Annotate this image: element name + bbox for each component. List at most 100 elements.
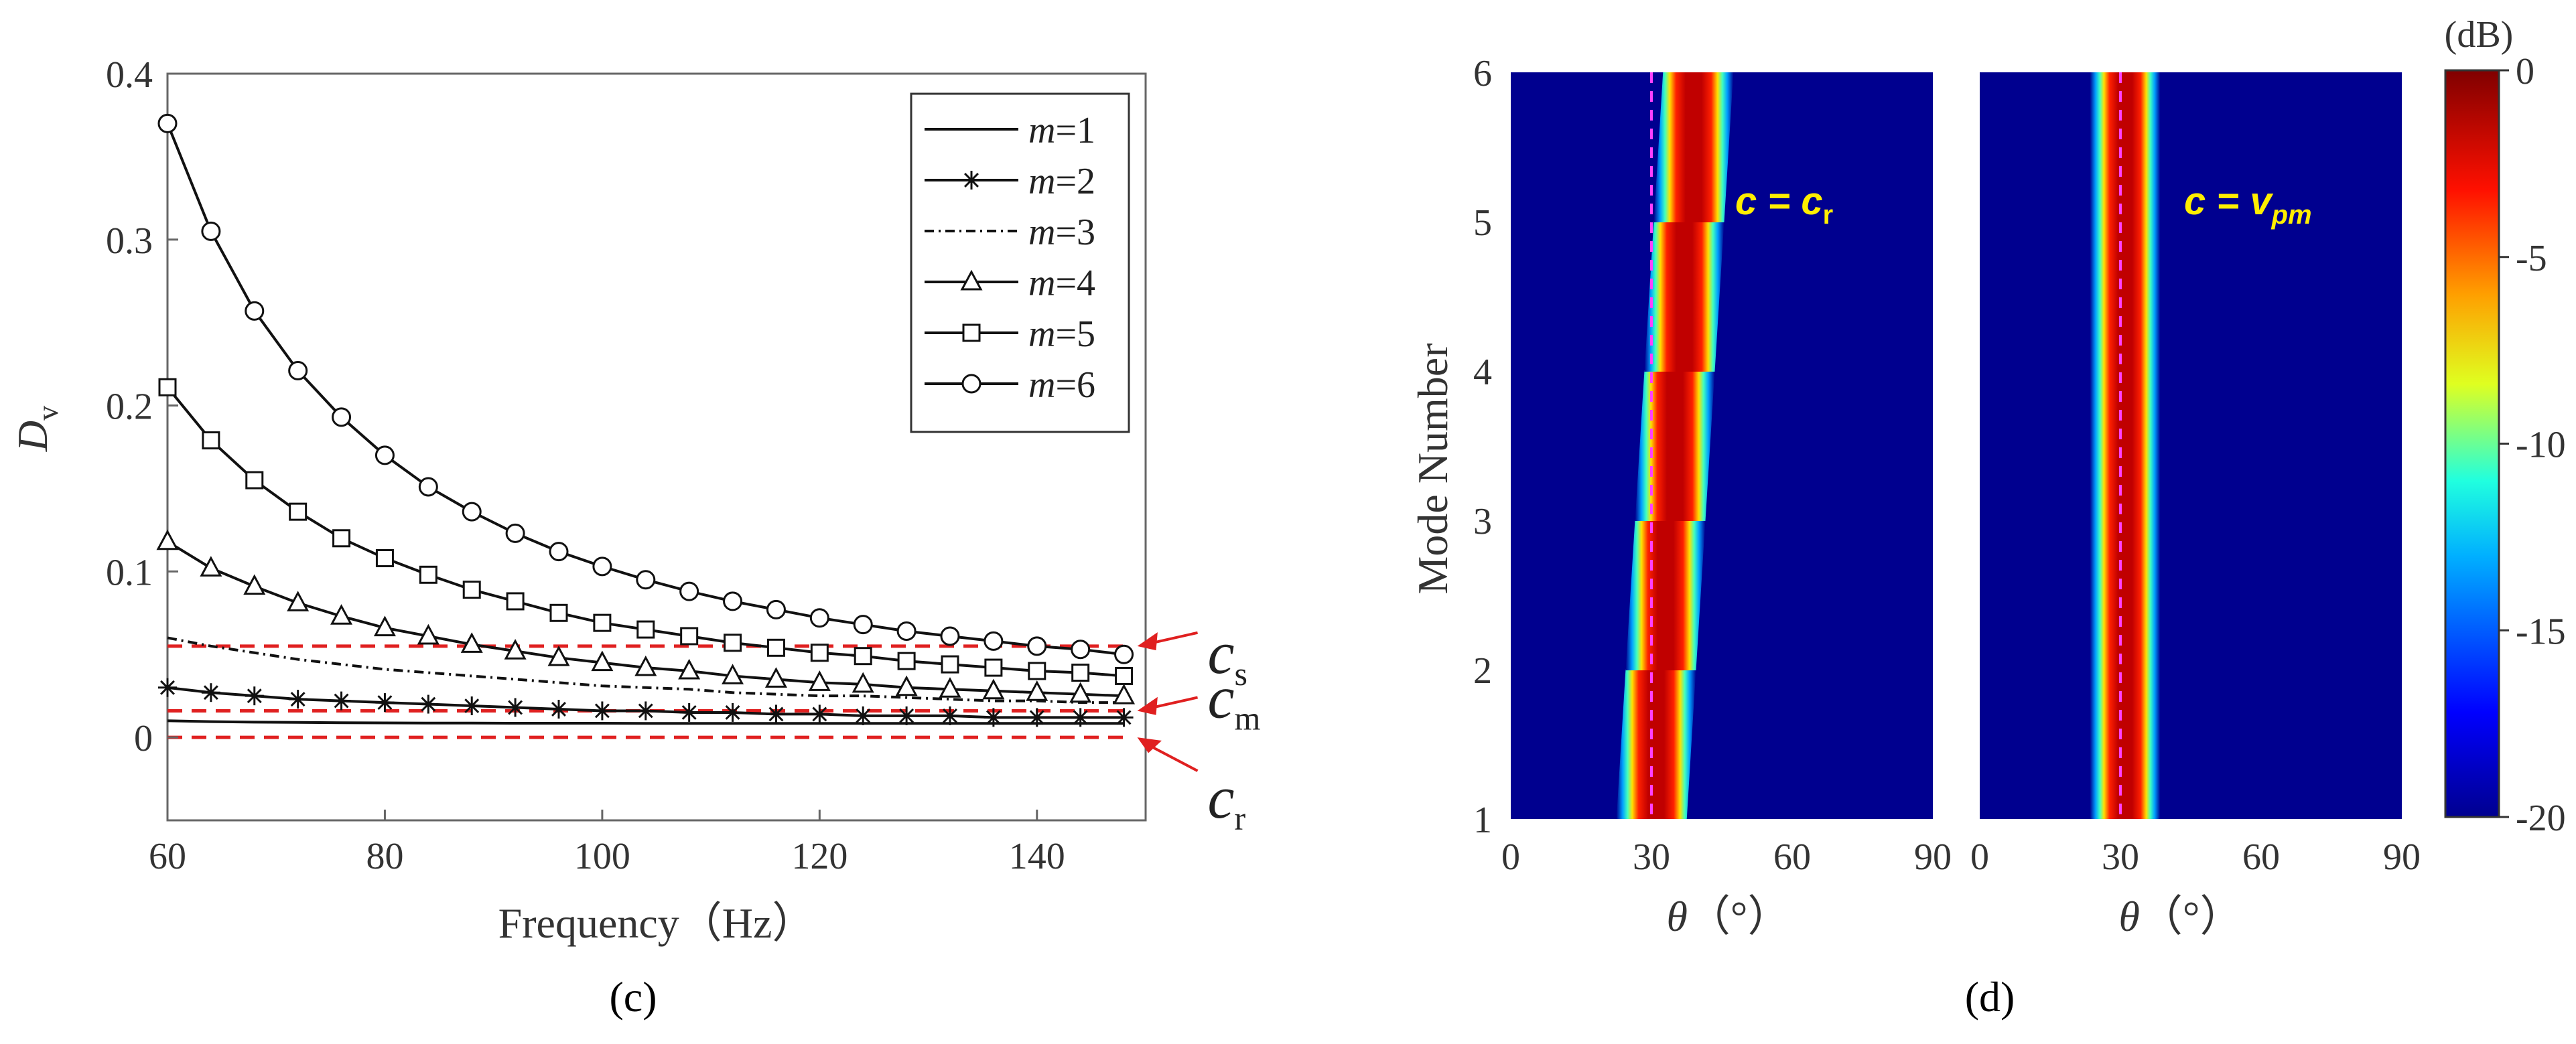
ridge-segment: [1625, 520, 1706, 670]
data-point: [984, 631, 1004, 651]
legend-label: m=3: [1028, 212, 1095, 253]
legend-marker: [962, 323, 981, 342]
data-point: [592, 556, 612, 577]
ridge-segment: [2090, 669, 2161, 819]
legend-marker: [961, 374, 981, 394]
data-point: [460, 632, 483, 653]
data-point: [1115, 666, 1134, 685]
legend-marker: [962, 171, 981, 190]
series-m=4: [156, 529, 1136, 704]
data-point: [984, 708, 1003, 727]
theta-symbol-2: θ: [2118, 893, 2139, 940]
y-tick-label: 5: [1473, 202, 1492, 244]
x-tick-label: 0: [1970, 836, 1989, 878]
data-point: [766, 704, 786, 724]
data-point: [157, 113, 178, 133]
data-point: [462, 696, 482, 716]
legend-label: m=2: [1028, 161, 1095, 202]
y-tick-label: 3: [1473, 501, 1492, 542]
ridge-segment: [1635, 370, 1715, 521]
reference-arrowhead: [1137, 632, 1158, 651]
data-point: [288, 690, 308, 709]
theta-unit-2: （°）: [2140, 893, 2243, 940]
data-point: [636, 701, 655, 721]
ridge-segment: [1653, 72, 1734, 222]
colorbar: (dB) 0 -5 -10 -15 -20: [2444, 14, 2566, 839]
data-point: [200, 556, 222, 577]
annotation-c-eq-vpm-sub: pm: [2271, 200, 2312, 230]
x-tick-label: 30: [1633, 836, 1670, 878]
data-point: [417, 623, 439, 645]
data-point: [506, 592, 525, 611]
data-point: [332, 529, 351, 548]
data-point: [287, 591, 310, 611]
ridge-segment: [1616, 669, 1696, 819]
data-point: [505, 523, 525, 543]
legend-box: [910, 92, 1130, 433]
data-point: [330, 604, 353, 625]
data-point: [593, 613, 612, 632]
x-tick-label: 100: [574, 836, 630, 877]
data-point: [897, 706, 917, 725]
data-point: [1114, 708, 1134, 727]
y-tick-label: 0.2: [106, 386, 153, 428]
colorbar-tick-label: -10: [2516, 425, 2566, 466]
data-point: [547, 646, 570, 666]
reference-label-cs: cs: [1208, 620, 1247, 692]
x-tick-label: 60: [1773, 836, 1811, 878]
annotation-c-eq-cr-sub: r: [1823, 200, 1834, 230]
data-point: [810, 704, 829, 724]
data-point: [764, 667, 787, 688]
heatmap-c-eq-vpm: 0 30 60 90: [1970, 72, 2421, 878]
data-point: [245, 301, 265, 321]
y-tick-label: 6: [1473, 53, 1492, 94]
data-point: [1027, 636, 1047, 656]
data-point: [679, 702, 699, 722]
theta-unit-1: （°）: [1688, 893, 1791, 940]
data-point: [896, 621, 917, 642]
data-point: [939, 677, 961, 698]
heatmap-background: [1980, 72, 2402, 819]
data-point: [591, 650, 614, 672]
y-tick-labels: 0 0.1 0.2 0.3 0.4: [106, 54, 178, 759]
x-axis-label-theta-2: θ（°）: [2118, 893, 2242, 940]
data-point: [634, 655, 657, 676]
x-tick-label: 120: [791, 836, 848, 877]
colorbar-tick-label: 0: [2516, 51, 2534, 92]
x-tick-label: 90: [2383, 836, 2421, 878]
heatmap-ridge: [2090, 72, 2161, 819]
data-point: [854, 647, 872, 666]
data-point: [506, 698, 525, 717]
ridge-segment: [1644, 221, 1724, 372]
data-point: [853, 615, 873, 635]
legend-label: m=4: [1028, 263, 1095, 304]
data-point: [940, 626, 960, 646]
data-point: [680, 627, 699, 646]
reference-label-cm: cm: [1208, 664, 1261, 737]
data-point: [766, 599, 786, 619]
legend-entry-m=1: m=1: [925, 110, 1095, 151]
y-axis-label-main: D: [9, 421, 56, 452]
series-m=3: [167, 636, 1124, 704]
data-point: [895, 675, 918, 696]
data-point: [245, 686, 264, 706]
y-tick-label: 0.3: [106, 220, 153, 262]
data-point: [549, 699, 568, 719]
ridge-segment: [2090, 520, 2161, 670]
y-axis-label: Dv: [9, 406, 64, 452]
legend-entry-m=6: m=6: [925, 364, 1095, 406]
data-point: [592, 701, 612, 721]
ridge-segment: [2090, 72, 2161, 222]
x-tick-labels: 60 80 100 120 140: [149, 810, 1065, 877]
legend-entry-m=4: m=4: [925, 263, 1095, 304]
colorbar-tick-label: -5: [2516, 238, 2547, 279]
colorbar-tick-label: -15: [2516, 611, 2566, 652]
data-point: [245, 471, 264, 490]
data-point: [462, 502, 482, 522]
reference-label-main: c: [1208, 620, 1235, 686]
x-tick-label: 0: [1501, 836, 1520, 878]
series-m=5: [158, 378, 1134, 685]
data-point: [288, 361, 308, 381]
